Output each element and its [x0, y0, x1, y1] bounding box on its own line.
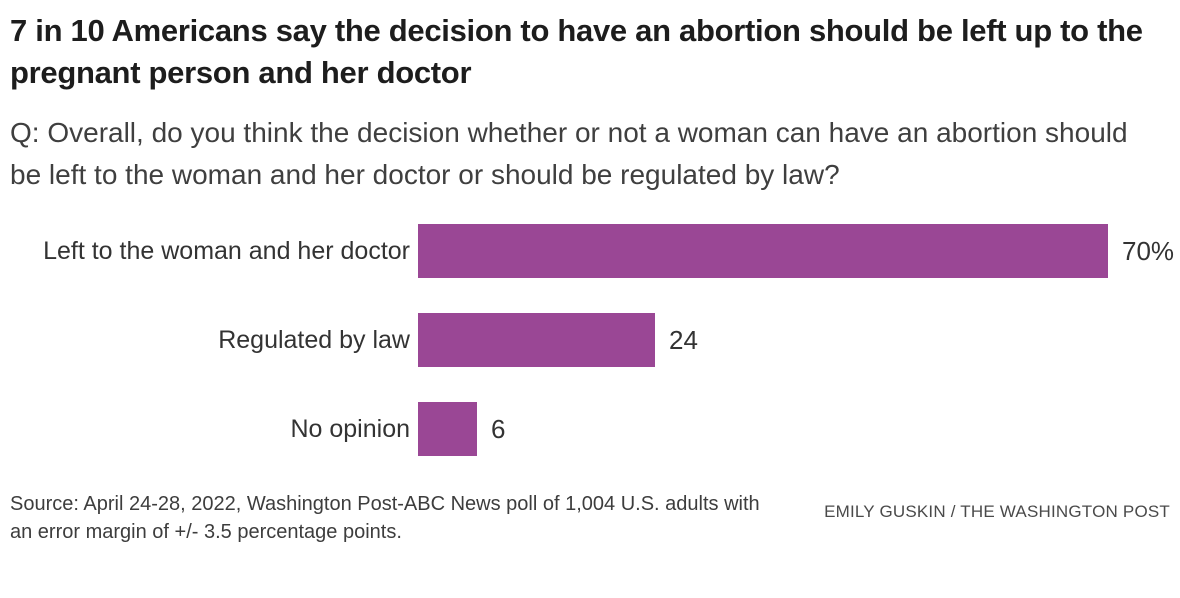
bar-category-label: No opinion [290, 414, 410, 443]
bar-value-label: 6 [491, 413, 506, 444]
credit-byline: EMILY GUSKIN / THE WASHINGTON POST [824, 502, 1170, 521]
bar-value-label: 70% [1122, 235, 1175, 266]
chart-row: No opinion 6 [10, 402, 1170, 456]
bar-chart: Left to the woman and her doctor 70% Regul… [10, 224, 1174, 456]
bar [418, 402, 477, 456]
chart-row: Regulated by law 24 [10, 313, 1170, 367]
bar [418, 224, 1108, 278]
bar-value-label: 24 [669, 324, 698, 355]
bar-category-label: Regulated by law [218, 325, 410, 354]
chart-row: Left to the woman and her doctor 70% [10, 224, 1174, 278]
chart-question: Q: Overall, do you think the decision wh… [10, 117, 1128, 190]
bar-category-label: Left to the woman and her doctor [43, 236, 410, 265]
source-note: Source: April 24-28, 2022, Washington Po… [10, 493, 760, 543]
chart-title: 7 in 10 Americans say the decision to ha… [10, 13, 1143, 90]
bar [418, 313, 655, 367]
chart-footer: Source: April 24-28, 2022, Washington Po… [10, 490, 1170, 546]
